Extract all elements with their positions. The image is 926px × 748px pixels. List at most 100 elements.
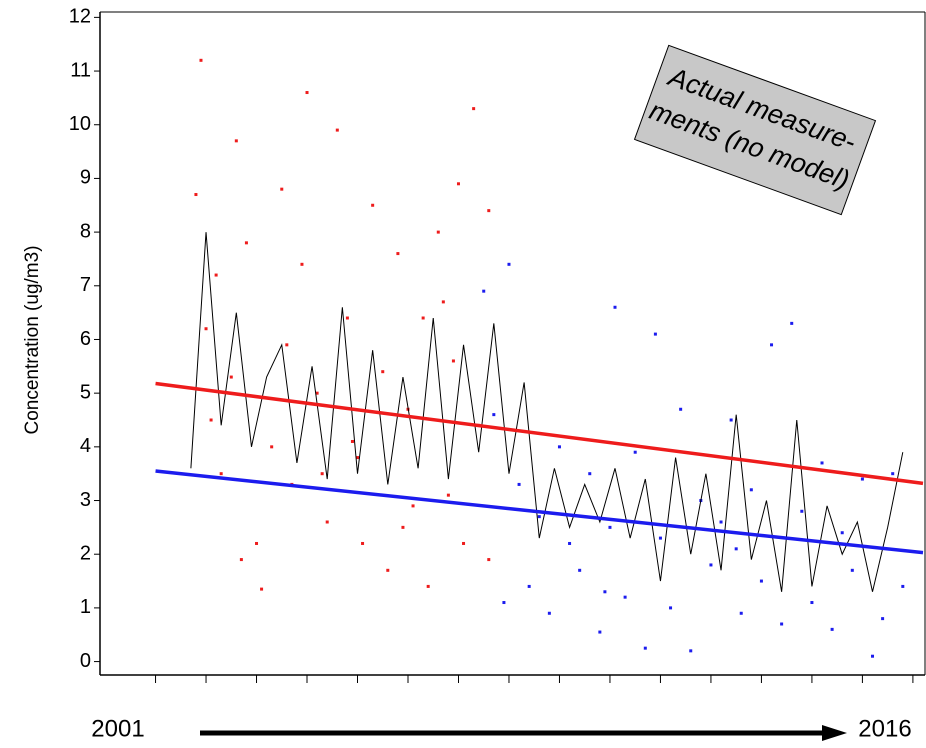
data-point [482, 289, 486, 293]
data-point [320, 472, 324, 476]
data-point [608, 525, 612, 529]
y-tick-label: 5 [80, 381, 91, 403]
data-point [492, 413, 496, 417]
data-point [401, 525, 405, 529]
data-point [603, 590, 607, 594]
data-point [719, 520, 723, 524]
data-point [487, 558, 491, 562]
data-point [350, 439, 354, 443]
data-point [204, 327, 208, 331]
data-point [547, 611, 551, 615]
data-point [891, 472, 895, 476]
data-line [190, 232, 904, 592]
data-point [446, 493, 450, 497]
data-point [244, 241, 248, 245]
data-point [598, 630, 602, 634]
data-point [386, 568, 390, 572]
data-point [421, 316, 425, 320]
data-point [234, 139, 238, 143]
data-point [527, 584, 531, 588]
y-tick-label: 6 [80, 328, 91, 350]
data-point [658, 536, 662, 540]
data-point [507, 262, 511, 266]
y-tick-label: 0 [80, 650, 91, 672]
data-point [840, 531, 844, 535]
y-tick-label: 11 [70, 59, 91, 81]
data-point [810, 601, 814, 605]
data-point [381, 370, 385, 374]
data-point [456, 182, 460, 186]
data-point [679, 407, 683, 411]
data-point [214, 273, 218, 277]
data-point [850, 568, 854, 572]
data-point [335, 128, 339, 132]
y-tick-label: 7 [80, 274, 91, 296]
data-point [790, 321, 794, 325]
y-tick-label: 10 [69, 113, 91, 135]
trend-line [155, 469, 924, 555]
data-point [472, 107, 476, 111]
y-axis-label: Concentration (ug/m3) [22, 245, 43, 434]
data-point [280, 187, 284, 191]
data-point [300, 262, 304, 266]
data-point [325, 520, 329, 524]
data-point [345, 316, 349, 320]
data-point [229, 375, 233, 379]
data-point [578, 568, 582, 572]
y-tick-label: 1 [80, 596, 91, 618]
data-point [502, 601, 506, 605]
data-point [219, 472, 223, 476]
y-tick-label: 8 [80, 220, 91, 242]
arrow-head [822, 725, 847, 741]
data-point [669, 606, 673, 610]
x-end-label: 2016 [858, 715, 911, 742]
data-point [199, 58, 203, 62]
data-point [588, 472, 592, 476]
data-point [255, 541, 259, 545]
y-tick-label: 9 [80, 167, 91, 189]
data-point [436, 230, 440, 234]
trend-line [155, 381, 924, 486]
data-point [709, 563, 713, 567]
data-point [623, 595, 627, 599]
data-point [411, 504, 415, 508]
data-point [860, 477, 864, 481]
data-point [734, 547, 738, 551]
data-point [759, 579, 763, 583]
data-point [356, 456, 360, 460]
data-point [239, 558, 243, 562]
data-point [689, 649, 693, 653]
data-point [871, 654, 875, 658]
data-point [800, 509, 804, 513]
data-point [557, 445, 561, 449]
y-tick-label: 4 [80, 435, 91, 457]
y-tick-label: 2 [80, 542, 91, 564]
data-point [451, 359, 455, 363]
data-point [820, 461, 824, 465]
y-tick-label: 12 [69, 6, 91, 28]
data-point [830, 627, 834, 631]
data-point [770, 343, 774, 347]
data-point [643, 646, 647, 650]
data-point [305, 91, 309, 95]
data-point [194, 193, 198, 197]
data-point [729, 418, 733, 422]
data-point [739, 611, 743, 615]
data-point [426, 584, 430, 588]
data-point [487, 209, 491, 213]
data-point [517, 482, 521, 486]
data-point [209, 418, 213, 422]
data-point [633, 450, 637, 454]
y-tick-label: 3 [80, 489, 91, 511]
data-point [270, 445, 274, 449]
data-point [749, 488, 753, 492]
data-point [568, 541, 572, 545]
data-point [653, 332, 657, 336]
data-point [881, 617, 885, 621]
data-point [780, 622, 784, 626]
data-point [462, 541, 466, 545]
data-point [371, 203, 375, 207]
data-point [537, 515, 541, 519]
annotation: Actual measure- ments (no model) [633, 44, 877, 216]
